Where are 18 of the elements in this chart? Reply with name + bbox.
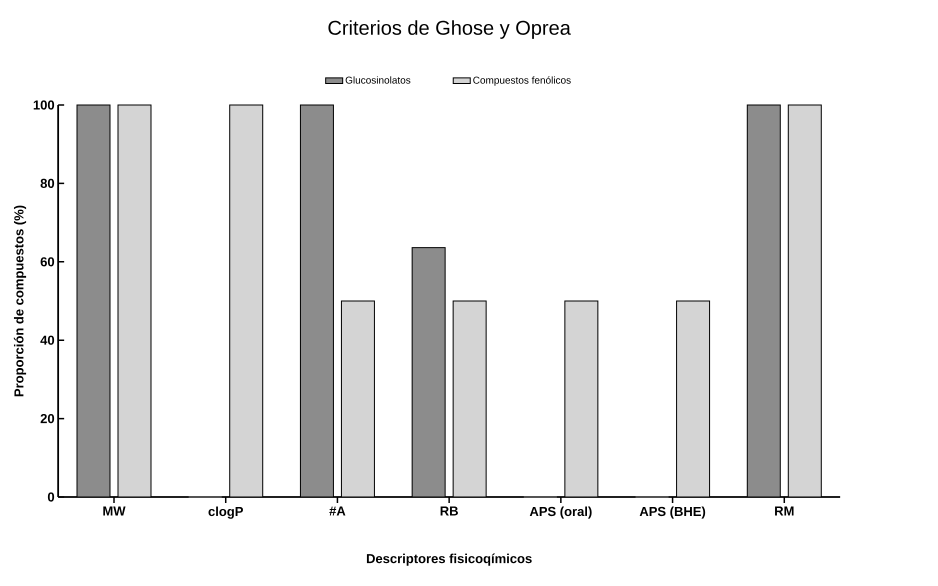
chart-title: Criterios de Ghose y Oprea [328, 20, 571, 39]
x-tick-label: APS (oral) [530, 506, 592, 519]
y-tick-label: 20 [40, 414, 54, 424]
x-tick-label: clogP [208, 506, 243, 519]
x-tick-label: APS (BHE) [640, 506, 706, 519]
y-tick-label: 100 [34, 100, 54, 110]
legend-label: Glucosinolatos [346, 76, 410, 84]
x-tick-label: RB [440, 506, 458, 516]
y-tick-label: 0 [48, 492, 54, 502]
x-axis-title: Descriptores fisicoqímicos [366, 554, 532, 566]
x-tick-label: #A [329, 506, 346, 516]
legend-label: Compuestos fenólicos [473, 76, 571, 86]
y-tick-label: 40 [40, 336, 54, 345]
y-tick-label: 60 [40, 257, 54, 266]
x-tick-label: RM [775, 506, 794, 516]
x-tick-label: MW [103, 506, 126, 516]
y-tick-label: 80 [40, 178, 54, 188]
y-axis-title: Proporción de compuestos (%) [14, 206, 26, 396]
